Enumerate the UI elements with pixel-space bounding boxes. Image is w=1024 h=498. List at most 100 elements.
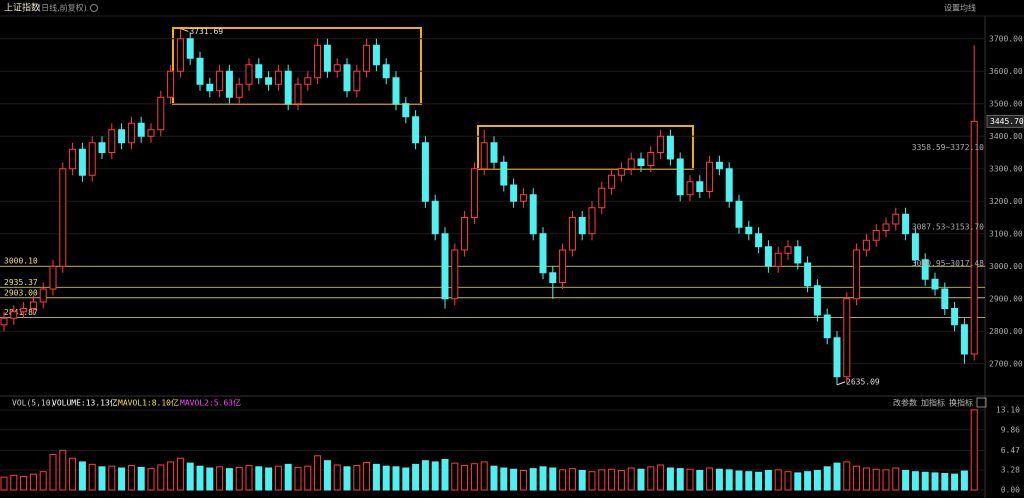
volume-bar [10,474,18,491]
candle-body [706,161,714,192]
volume-bar [960,470,968,491]
volume-bar [353,465,361,491]
pane-button[interactable]: 改参数 [893,398,917,408]
candle-body [39,288,47,303]
candle-body [853,249,861,300]
volume-bar [225,468,233,491]
volume-bar [412,463,420,491]
volume-bar [343,466,351,491]
pane-button[interactable]: 换指标 [949,398,973,408]
volume-bar [559,469,567,491]
candle-body [725,168,733,202]
volume-bar [617,469,625,491]
candle-body [196,57,204,85]
settings-gear[interactable] [90,4,98,12]
candle-body [274,70,282,85]
volume-bar [872,468,880,491]
candle-body [69,148,77,170]
candle-body [882,223,890,231]
volume-bar [588,471,596,491]
candle-body [755,233,763,248]
volume-bar [568,468,576,491]
candle-body [921,259,929,280]
volume-bar [363,462,371,491]
candle-body [402,103,410,118]
volume-bar [421,460,429,491]
volume-bar [441,458,449,491]
candle-body [647,152,655,166]
candle-body [137,122,145,137]
candle-body [627,158,635,170]
high-leader [180,27,189,32]
volume-readout: MAVOL2:5.63亿 [180,398,241,408]
volume-indicator: VOL(5,10) [12,399,55,408]
candle-body [539,233,547,274]
volume-bar [519,469,527,491]
candle-body [49,265,57,290]
candle-body [108,129,116,153]
candle-body [333,64,341,72]
volume-bar [372,463,380,491]
volume-bar [186,462,194,491]
y-tick-label: 3500.00 [989,99,1023,108]
candle-body [892,213,900,225]
candle-body [353,70,361,92]
volume-bar [598,469,606,491]
range-label: 3087.53~3153.70 [912,223,984,232]
volume-tick-label: 0.00 [1001,486,1020,495]
volume-bar [20,476,28,491]
y-tick-label: 3200.00 [989,197,1023,206]
candle-body [392,77,400,105]
candle-body [823,314,831,339]
level-label: 3000.10 [4,257,38,266]
candle-body [862,239,870,251]
last-price-label: 3445.70 [990,117,1024,126]
volume-bar [137,466,145,491]
volume-bar [0,476,8,491]
candle-body [0,317,8,326]
candle-body [559,249,567,283]
close-pane[interactable] [976,397,987,408]
volume-bar [294,466,302,491]
volume-bar [431,461,439,491]
volume-bar [578,469,586,491]
volume-bar [147,468,155,491]
plot-layer: 2700.00 2800.00 2900.00 3000.00 3100.00 3200.… [0,27,1024,495]
volume-bar [157,464,165,491]
candle-body [774,252,782,267]
ma-settings[interactable]: 设置均线 [944,3,976,13]
volume-bar [813,469,821,491]
volume-bar [862,467,870,491]
pane-button[interactable]: 加指标 [921,398,945,408]
volume-bar [245,465,253,491]
volume-bar [480,461,488,491]
candle-body [804,262,812,287]
candle-body [715,161,723,170]
volume-bar [549,467,557,491]
volume-bar [647,466,655,491]
y-tick-label: 3100.00 [989,229,1023,238]
volume-bar [715,468,723,491]
volume-tick-label: 13.10 [996,406,1020,415]
volume-bar [696,469,704,491]
volume-bar [686,468,694,491]
level-label: 2841.87 [4,308,38,317]
candle-body [431,200,439,235]
candle-body [519,194,527,202]
volume-bar [902,469,910,491]
volume-bar [490,465,498,491]
high-label: 3731.69 [189,27,223,36]
volume-bar [118,467,126,491]
y-tick-label: 3700.00 [989,34,1023,43]
candle-body [833,337,841,378]
volume-tick-label: 9.86 [1001,425,1020,434]
candle-body [598,187,606,209]
volume-bar [833,462,841,491]
candle-body [911,233,919,261]
candle-body [735,200,743,228]
volume-bar [274,465,282,491]
candle-body [235,83,243,98]
candle-body [960,324,968,355]
volume-bar [794,472,802,491]
